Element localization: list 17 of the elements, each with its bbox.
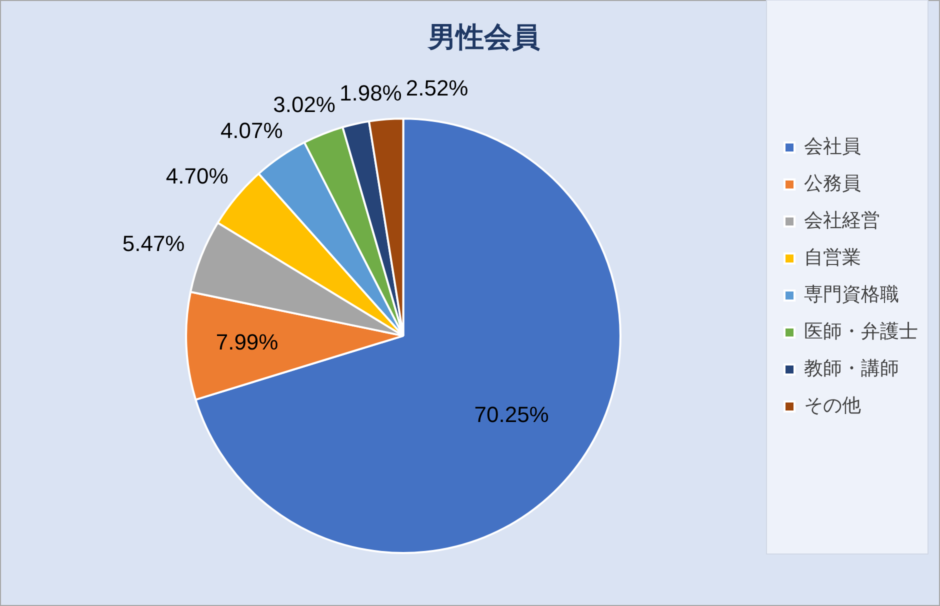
- data-label: 3.02%: [273, 92, 336, 118]
- legend-label: 会社員: [804, 136, 861, 158]
- data-label: 4.07%: [220, 118, 283, 143]
- text: 男性会員: [427, 22, 540, 53]
- data-label: 7.99%: [216, 329, 278, 354]
- legend-label: 専門資格職: [804, 284, 899, 306]
- legend-label: 公務員: [804, 174, 861, 195]
- data-label: 70.25%: [474, 402, 549, 427]
- legend-label: 自営業: [804, 248, 861, 269]
- legend-label: その他: [804, 396, 861, 417]
- legend-label: 医師・弁護士: [804, 322, 918, 343]
- data-label: 4.70%: [166, 164, 228, 189]
- legend-label: 会社経営: [804, 210, 880, 232]
- data-label: 2.52%: [406, 75, 468, 100]
- data-label: 5.47%: [122, 231, 185, 256]
- data-label: 1.98%: [339, 80, 402, 106]
- legend-label: 教師・講師: [804, 358, 899, 380]
